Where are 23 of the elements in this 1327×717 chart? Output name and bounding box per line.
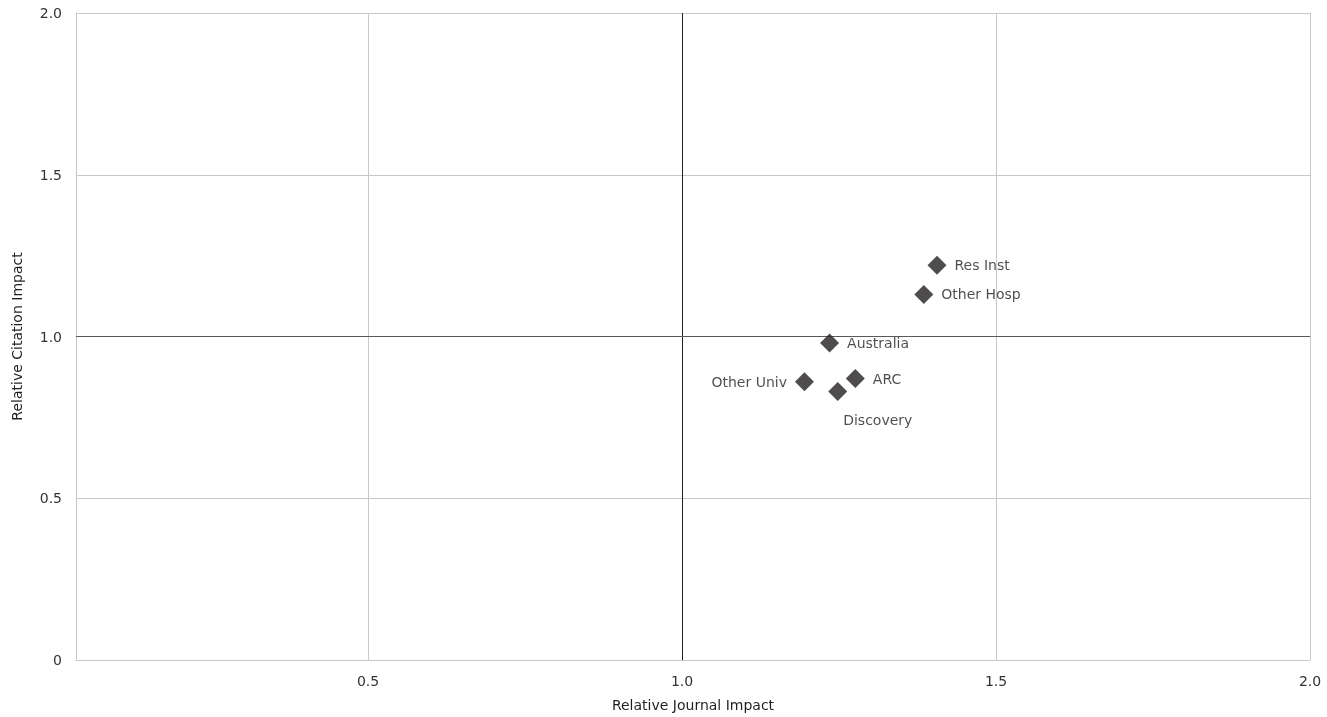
y-tick-label: 0 [53,652,62,668]
annotation: Other Univ [711,373,787,390]
y-tick-label: 2.0 [39,5,62,21]
point [828,381,848,401]
point [820,333,840,353]
y-tick-label: 1.5 [39,166,62,183]
annotation: Res Inst [954,257,1011,274]
point [845,369,865,389]
y-tick-label: 1.0 [39,328,62,345]
annotation: ARC [872,370,902,387]
x-axis-title: Relative Journal Impact [611,697,775,713]
annotation: Australia [847,334,910,351]
point [914,284,934,304]
point [927,255,947,275]
y-axis-title: Relative Citation Impact [9,251,25,421]
x-tick-label: 1.0 [670,673,694,689]
x-tick-label: 1.5 [984,673,1008,689]
x-tick-label: 2.0 [1298,673,1322,689]
y-tick-label: 0.5 [39,490,62,507]
annotation: Other Hosp [941,286,1021,303]
x-tick-label: 0.5 [356,673,380,689]
annotation: Discovery [843,411,913,428]
point [794,372,814,392]
